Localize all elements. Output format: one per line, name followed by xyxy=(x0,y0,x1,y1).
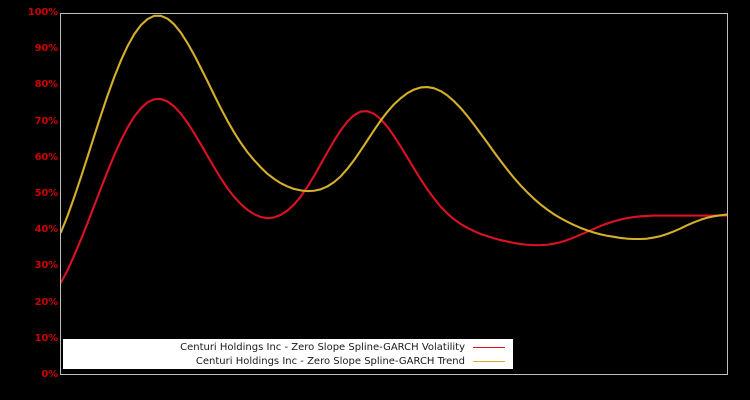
plot-area xyxy=(60,13,728,375)
legend-entry-trend[interactable]: Centuri Holdings Inc - Zero Slope Spline… xyxy=(63,354,513,369)
y-axis-tick-label: 90% xyxy=(34,43,59,55)
legend-line-swatch-volatility xyxy=(473,343,505,353)
series-canvas xyxy=(61,14,727,284)
legend-swatch xyxy=(473,346,505,349)
y-axis-tick-label: 20% xyxy=(34,296,59,308)
y-axis-tick-label: 60% xyxy=(34,151,59,163)
y-axis-tick-label: 100% xyxy=(27,7,58,18)
y-axis-tick-label: 70% xyxy=(34,115,59,127)
legend-label-volatility: Centuri Holdings Inc - Zero Slope Spline… xyxy=(180,342,465,353)
y-axis-tick-label: 0% xyxy=(41,369,58,380)
legend-swatch xyxy=(473,360,505,363)
legend: Centuri Holdings Inc - Zero Slope Spline… xyxy=(63,339,513,369)
series-line xyxy=(61,97,727,284)
y-axis-tick-label: 50% xyxy=(34,188,59,199)
series-line xyxy=(61,14,727,241)
y-axis-tick-label: 40% xyxy=(34,224,59,236)
y-axis-tick-label: 80% xyxy=(34,79,59,91)
y-axis-tick-label: 10% xyxy=(34,332,59,344)
legend-label-trend: Centuri Holdings Inc - Zero Slope Spline… xyxy=(195,356,465,367)
y-axis-tick-label: 30% xyxy=(34,260,59,272)
legend-line-swatch-trend xyxy=(473,357,505,367)
legend-entry-volatility[interactable]: Centuri Holdings Inc - Zero Slope Spline… xyxy=(63,340,513,355)
